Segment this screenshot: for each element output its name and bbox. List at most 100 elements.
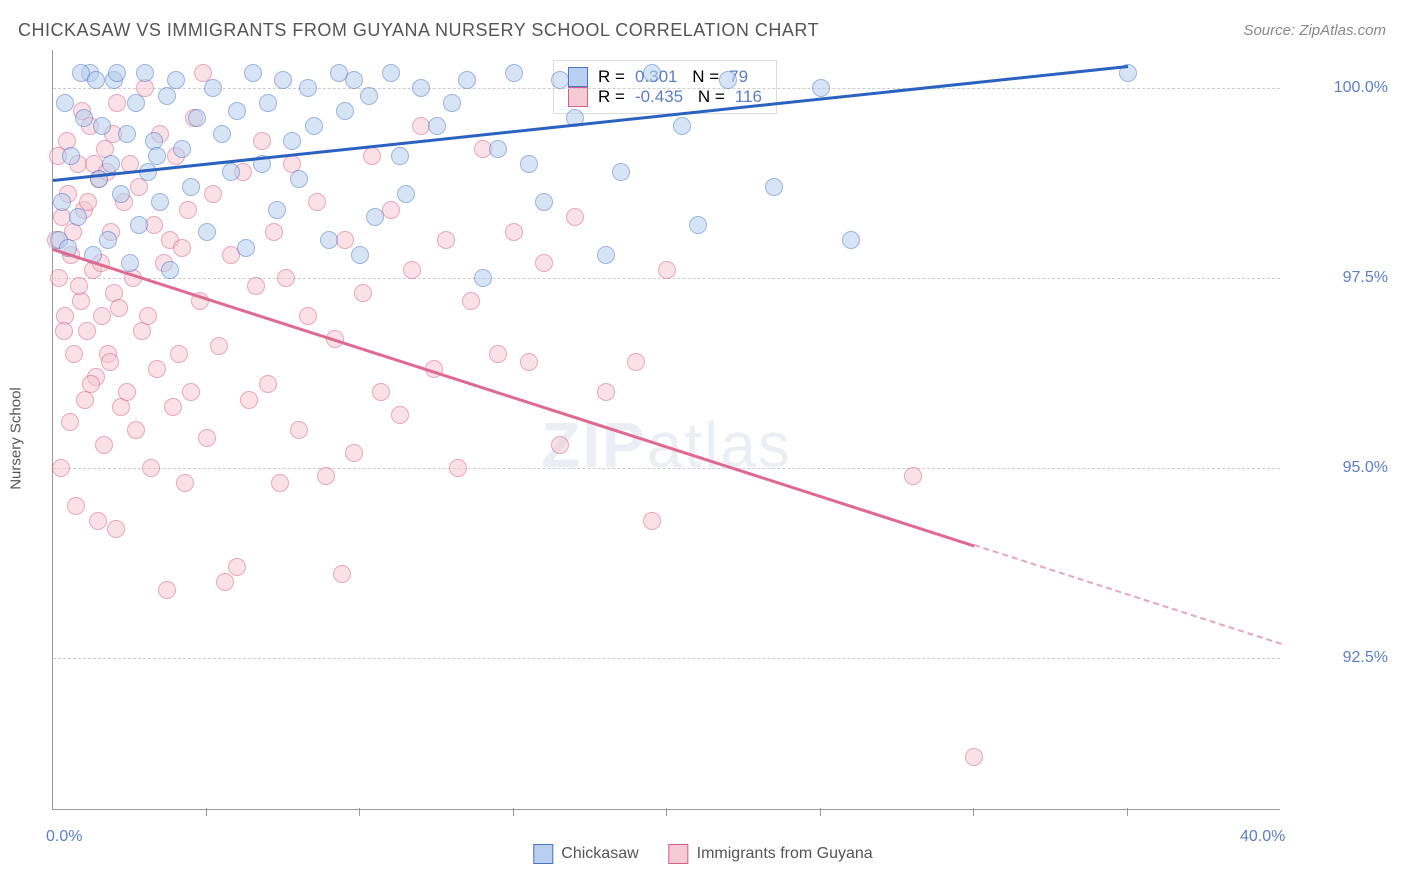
guyana-point <box>382 201 400 219</box>
chickasaw-point <box>75 109 93 127</box>
guyana-point <box>551 436 569 454</box>
guyana-point <box>658 261 676 279</box>
guyana-point <box>489 345 507 363</box>
guyana-point <box>372 383 390 401</box>
chickasaw-point <box>204 79 222 97</box>
chickasaw-point <box>428 117 446 135</box>
guyana-point <box>354 284 372 302</box>
chickasaw-point <box>520 155 538 173</box>
chickasaw-point <box>812 79 830 97</box>
y-axis-label: Nursery School <box>8 387 25 490</box>
x-tick-max: 40.0% <box>1240 828 1285 846</box>
chickasaw-point <box>268 201 286 219</box>
guyana-point <box>107 520 125 538</box>
chickasaw-point <box>458 71 476 89</box>
regression-line-guyana-extrapolated <box>974 544 1282 645</box>
chickasaw-point <box>474 269 492 287</box>
guyana-point <box>265 223 283 241</box>
guyana-point <box>290 421 308 439</box>
chickasaw-point <box>305 117 323 135</box>
chickasaw-point <box>382 64 400 82</box>
chickasaw-point <box>148 147 166 165</box>
chickasaw-point <box>673 117 691 135</box>
guyana-point <box>308 193 326 211</box>
chickasaw-point <box>213 125 231 143</box>
guyana-point <box>535 254 553 272</box>
chickasaw-point <box>53 193 71 211</box>
chickasaw-point <box>62 147 80 165</box>
guyana-point <box>95 436 113 454</box>
guyana-point <box>127 421 145 439</box>
chickasaw-point <box>161 261 179 279</box>
chickasaw-point <box>167 71 185 89</box>
swatch-chickasaw-icon <box>568 67 588 87</box>
guyana-point <box>79 193 97 211</box>
legend-item-chickasaw: Chickasaw <box>533 844 638 864</box>
guyana-point <box>277 269 295 287</box>
guyana-point <box>182 383 200 401</box>
swatch-guyana-icon <box>568 87 588 107</box>
chickasaw-point <box>259 94 277 112</box>
guyana-point <box>228 558 246 576</box>
guyana-point <box>204 185 222 203</box>
guyana-point <box>520 353 538 371</box>
chickasaw-point <box>121 254 139 272</box>
legend-label-chickasaw: Chickasaw <box>561 845 638 863</box>
guyana-point <box>170 345 188 363</box>
gridline <box>53 468 1280 469</box>
guyana-point <box>597 383 615 401</box>
chickasaw-point <box>443 94 461 112</box>
guyana-point <box>240 391 258 409</box>
chickasaw-point <box>299 79 317 97</box>
chickasaw-point <box>765 178 783 196</box>
guyana-point <box>253 132 271 150</box>
x-tick-mark <box>359 808 360 816</box>
plot-area: ZIPatlas R = 0.301 N = 79 R = -0.435 N =… <box>52 50 1280 810</box>
guyana-point <box>505 223 523 241</box>
guyana-point <box>145 216 163 234</box>
chickasaw-point <box>274 71 292 89</box>
guyana-point <box>391 406 409 424</box>
chickasaw-point <box>112 185 130 203</box>
chickasaw-point <box>222 163 240 181</box>
gridline <box>53 88 1280 89</box>
y-tick-label: 97.5% <box>1343 269 1388 287</box>
guyana-point <box>118 383 136 401</box>
chickasaw-point <box>689 216 707 234</box>
chickasaw-point <box>842 231 860 249</box>
chickasaw-point <box>56 94 74 112</box>
x-tick-mark <box>820 808 821 816</box>
guyana-point <box>643 512 661 530</box>
chickasaw-point <box>366 208 384 226</box>
chickasaw-point <box>108 64 126 82</box>
guyana-point <box>333 565 351 583</box>
x-tick-mark <box>1127 808 1128 816</box>
guyana-point <box>108 94 126 112</box>
guyana-point <box>52 459 70 477</box>
guyana-point <box>462 292 480 310</box>
x-tick-mark <box>513 808 514 816</box>
guyana-point <box>271 474 289 492</box>
x-tick-min: 0.0% <box>46 828 82 846</box>
guyana-point <box>139 307 157 325</box>
chickasaw-point <box>597 246 615 264</box>
guyana-point <box>50 269 68 287</box>
guyana-point <box>130 178 148 196</box>
chickasaw-point <box>412 79 430 97</box>
r-value-guyana: -0.435 <box>635 87 683 107</box>
guyana-point <box>437 231 455 249</box>
chickasaw-point <box>158 87 176 105</box>
guyana-point <box>210 337 228 355</box>
chickasaw-point <box>612 163 630 181</box>
y-tick-label: 92.5% <box>1343 649 1388 667</box>
chickasaw-point <box>93 117 111 135</box>
chart-container: CHICKASAW VS IMMIGRANTS FROM GUYANA NURS… <box>0 0 1406 892</box>
chickasaw-point <box>290 170 308 188</box>
chickasaw-point <box>283 132 301 150</box>
gridline <box>53 658 1280 659</box>
chickasaw-point <box>87 71 105 89</box>
guyana-point <box>148 360 166 378</box>
y-tick-label: 95.0% <box>1343 459 1388 477</box>
y-tick-label: 100.0% <box>1334 79 1388 97</box>
guyana-point <box>101 353 119 371</box>
